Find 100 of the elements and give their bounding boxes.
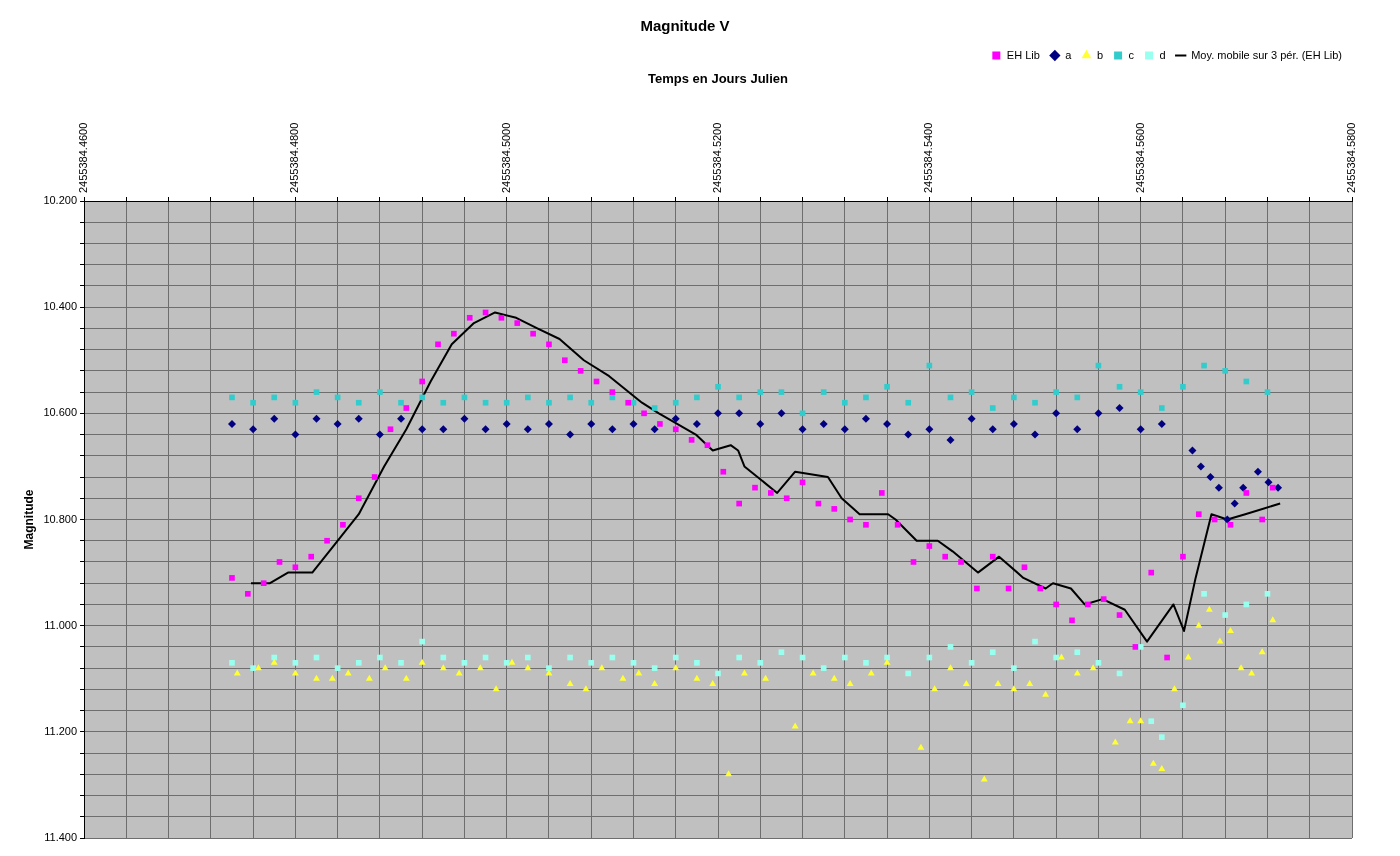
point	[841, 654, 848, 661]
point	[1223, 515, 1232, 524]
point	[461, 660, 468, 666]
point	[672, 399, 679, 406]
point	[650, 425, 659, 434]
point	[863, 394, 869, 401]
point	[671, 414, 680, 423]
point	[375, 430, 384, 439]
x-axis-title: Temps en Jours Julien	[648, 71, 789, 87]
point	[567, 654, 573, 661]
point	[229, 660, 235, 666]
point	[229, 394, 235, 401]
point	[1053, 654, 1059, 661]
point	[1137, 644, 1144, 650]
point	[694, 394, 700, 401]
point	[967, 414, 976, 423]
point	[968, 389, 975, 395]
point	[523, 425, 532, 434]
point	[1158, 734, 1165, 740]
point	[546, 399, 552, 406]
point	[1222, 368, 1229, 374]
point	[1239, 483, 1248, 492]
point	[503, 660, 510, 666]
x-tick-label: 2455384.5800	[1345, 122, 1358, 193]
point	[588, 399, 595, 406]
point	[503, 399, 510, 406]
point	[651, 405, 658, 411]
point	[904, 430, 913, 439]
point	[333, 419, 342, 428]
point	[270, 414, 279, 423]
point	[1206, 473, 1215, 482]
point	[292, 399, 299, 406]
point	[946, 435, 955, 444]
point	[757, 389, 764, 395]
point	[354, 414, 363, 423]
point	[630, 660, 637, 666]
y-tick-label: 11.200	[44, 724, 78, 737]
point	[482, 399, 489, 406]
y-tick-label: 10.800	[43, 512, 78, 525]
point	[608, 425, 617, 434]
point	[1253, 467, 1262, 476]
point	[502, 419, 511, 428]
point	[1095, 660, 1102, 666]
point	[567, 394, 573, 401]
chart-title: Magnitude V	[640, 17, 730, 35]
point	[905, 670, 912, 677]
point	[418, 425, 427, 434]
point	[227, 419, 236, 428]
point	[778, 649, 785, 656]
point	[629, 419, 638, 428]
point	[1264, 389, 1271, 395]
point	[1157, 419, 1166, 428]
point	[1032, 399, 1038, 406]
point	[736, 394, 742, 401]
x-tick-label: 2455384.4800	[288, 122, 301, 193]
y-tick-label: 10.200	[43, 194, 78, 207]
point	[398, 660, 404, 666]
point	[1158, 405, 1165, 411]
point	[292, 660, 299, 666]
point	[1201, 362, 1207, 369]
point	[419, 638, 425, 645]
point	[819, 419, 828, 428]
legend-label: EH Lib	[1006, 48, 1040, 61]
x-tick-label: 2455384.4600	[77, 122, 90, 193]
point	[715, 383, 721, 390]
point	[1073, 425, 1082, 434]
point	[250, 399, 256, 406]
x-tick-label: 2455384.5600	[1133, 122, 1146, 193]
point	[271, 394, 278, 401]
point	[989, 649, 996, 656]
point	[439, 425, 448, 434]
point	[757, 660, 764, 666]
point	[884, 383, 890, 390]
point	[692, 419, 701, 428]
point	[249, 425, 258, 434]
point	[566, 430, 575, 439]
legend-label: d	[1159, 48, 1166, 61]
point	[1264, 478, 1273, 487]
point	[1115, 404, 1124, 413]
point	[546, 665, 552, 671]
legend-label: c	[1128, 48, 1135, 61]
point	[460, 414, 469, 423]
point	[1230, 499, 1239, 508]
point	[651, 665, 658, 671]
y-tick-label: 11.400	[44, 831, 78, 844]
point	[1201, 590, 1207, 597]
point	[1032, 638, 1038, 645]
point	[525, 654, 531, 661]
point	[820, 389, 827, 395]
point	[735, 409, 744, 418]
point	[630, 399, 637, 406]
y-tick-label: 10.400	[43, 300, 78, 313]
point	[820, 665, 827, 671]
point	[968, 660, 975, 666]
point	[736, 654, 742, 661]
point	[1074, 394, 1081, 401]
point	[525, 394, 531, 401]
point	[694, 660, 700, 666]
point	[1222, 612, 1229, 618]
point	[714, 409, 723, 418]
